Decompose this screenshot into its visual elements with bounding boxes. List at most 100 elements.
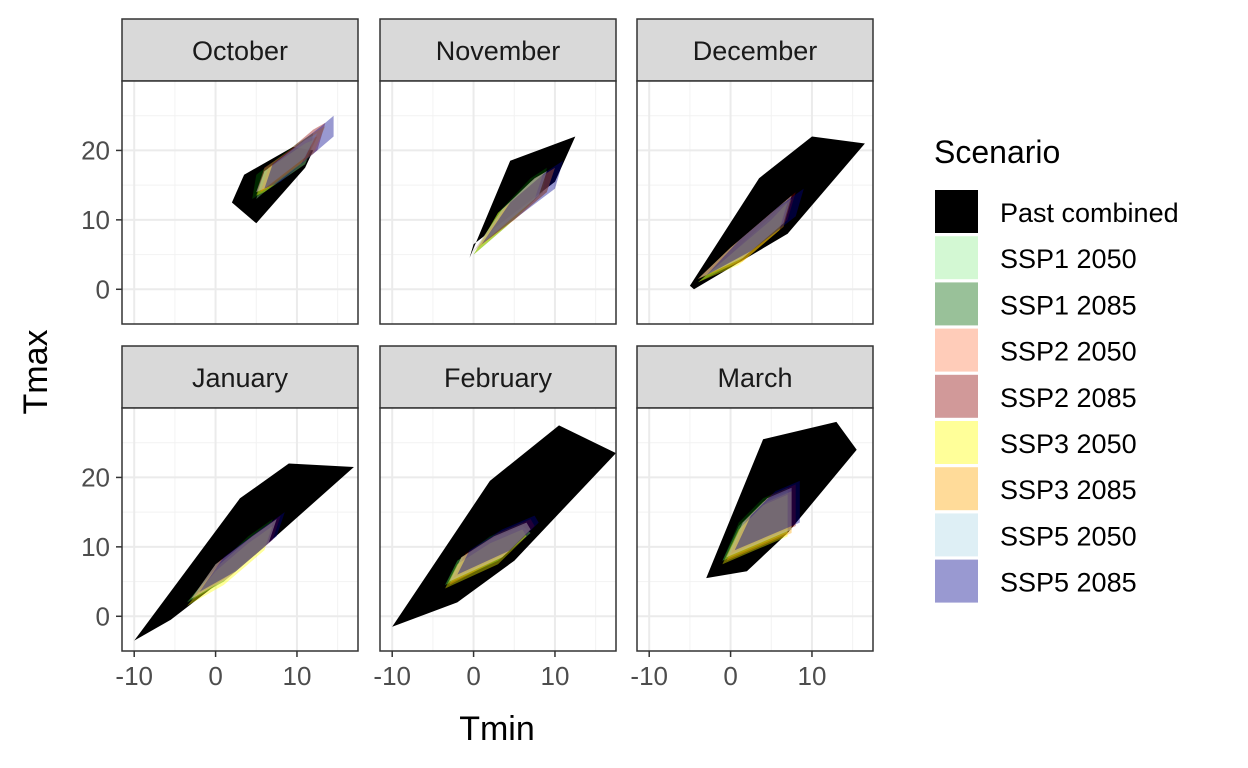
legend-label: Past combined (1000, 198, 1179, 228)
facet-title: December (693, 36, 818, 66)
hull-ssp5-2085 (264, 115, 334, 189)
legend-label: SSP1 2085 (1000, 290, 1137, 320)
legend-title: Scenario (934, 134, 1060, 170)
panel-border (379, 407, 617, 652)
hull-ssp5-2050 (726, 487, 792, 558)
hull-past-combined (134, 463, 354, 641)
legend-item-ssp5-2085: SSP5 2085 (935, 559, 1137, 603)
x-tick-label: -10 (630, 661, 668, 691)
hull-ssp3-2085 (726, 491, 792, 561)
hull-ssp2-2050 (191, 519, 277, 599)
legend-label: SSP1 2050 (1000, 244, 1137, 274)
panel-plot-area (380, 408, 616, 651)
hull-ssp2-2050 (449, 522, 531, 582)
panel-plot-area (380, 81, 616, 324)
facet-title: October (192, 36, 288, 66)
hull-ssp1-2050 (187, 522, 273, 603)
legend-label: SSP2 2050 (1000, 337, 1137, 367)
y-tick-label: 10 (81, 205, 110, 235)
y-tick-label: 0 (96, 601, 110, 631)
legend-label: SSP5 2050 (1000, 521, 1137, 551)
x-axis-title: Tmin (459, 710, 535, 748)
y-axis-ticks: 0 10 20 0 10 20 (81, 135, 122, 631)
hull-ssp1-2085 (698, 199, 788, 283)
hull-ssp5-2085 (734, 480, 800, 551)
hull-ssp2-2050 (473, 171, 547, 252)
y-tick-label: 0 (96, 274, 110, 304)
panel-border (121, 80, 359, 325)
panel-border (121, 407, 359, 652)
hull-ssp5-2085 (199, 512, 285, 592)
hull-ssp3-2050 (256, 140, 314, 196)
panel-border (379, 80, 617, 325)
hull-ssp5-2050 (256, 133, 318, 193)
hull-ssp3-2085 (449, 522, 531, 585)
hull-ssp5-2085 (457, 515, 539, 575)
hull-ssp3-2050 (187, 526, 273, 606)
x-axis-ticks: -10 0 10 -10 0 10 -10 0 10 (115, 651, 826, 691)
legend-key (935, 328, 978, 372)
legend-label: SSP3 2050 (1000, 429, 1137, 459)
hull-ssp2-2050 (726, 487, 792, 558)
hull-ssp1-2050 (473, 171, 547, 255)
x-tick-label: -10 (373, 661, 411, 691)
legend-entries: Past combined SSP1 2050 SSP1 2085 SSP2 2050… (935, 190, 1179, 603)
hull-ssp2-2085 (702, 192, 796, 276)
legend-key (935, 513, 978, 557)
x-tick-label: 0 (208, 661, 222, 691)
hull-ssp1-2050 (445, 526, 531, 585)
panel-plot-area (122, 408, 358, 651)
hull-ssp3-2085 (191, 519, 277, 599)
hull-ssp3-2050 (722, 494, 788, 565)
legend-item-past-combined: Past combined (935, 190, 1179, 233)
hull-ssp1-2085 (187, 519, 273, 603)
hull-ssp3-2085 (477, 167, 555, 248)
panel-plot-area (637, 81, 873, 324)
hull-past-combined (392, 425, 616, 627)
hull-ssp1-2085 (722, 487, 792, 561)
y-tick-label: 20 (81, 462, 110, 492)
legend-key (935, 421, 978, 464)
hull-ssp2-2050 (698, 195, 792, 279)
facet-october: October (121, 18, 359, 325)
hull-ssp5-2050 (473, 171, 547, 252)
hull-past-combined (689, 136, 865, 290)
panel-border (636, 407, 874, 652)
facet-december: December (636, 18, 874, 325)
legend-label: SSP2 2085 (1000, 383, 1137, 413)
x-tick-label: -10 (115, 661, 153, 691)
hull-ssp5-2050 (191, 519, 277, 599)
legend: Scenario Past combined SSP1 2050 SSP1 2085… (934, 134, 1179, 603)
hull-ssp3-2050 (445, 529, 527, 589)
x-tick-label: 0 (723, 661, 737, 691)
hull-ssp5-2050 (449, 522, 531, 582)
hull-ssp2-2085 (477, 167, 555, 248)
hull-ssp1-2085 (445, 522, 531, 585)
facet-strip (636, 18, 874, 82)
facet-strip (121, 18, 359, 82)
hull-ssp2-2050 (256, 136, 318, 193)
panel-border (636, 80, 874, 325)
x-tick-label: 10 (283, 661, 312, 691)
legend-item-ssp1-2050: SSP1 2050 (935, 236, 1137, 280)
facet-january: January (121, 345, 359, 652)
facet-february: February (379, 345, 617, 652)
facet-title: March (717, 363, 792, 393)
hull-ssp5-2085 (706, 188, 804, 276)
hull-ssp2-2085 (453, 519, 535, 579)
facet-title: February (444, 363, 553, 393)
panel-plot-area (122, 81, 358, 324)
legend-item-ssp2-2050: SSP2 2050 (935, 328, 1137, 372)
facet-title: January (192, 363, 289, 393)
legend-key (935, 559, 978, 603)
legend-key (935, 374, 978, 418)
legend-item-ssp3-2085: SSP3 2085 (935, 467, 1137, 511)
x-tick-label: 10 (541, 661, 570, 691)
facet-strip (379, 18, 617, 82)
facet-strip (379, 345, 617, 409)
hull-ssp5-2085 (481, 160, 564, 245)
legend-item-ssp2-2085: SSP2 2085 (935, 374, 1137, 418)
legend-key (935, 190, 978, 233)
y-axis-title: Tmax (17, 330, 55, 415)
hull-ssp1-2050 (256, 136, 318, 199)
